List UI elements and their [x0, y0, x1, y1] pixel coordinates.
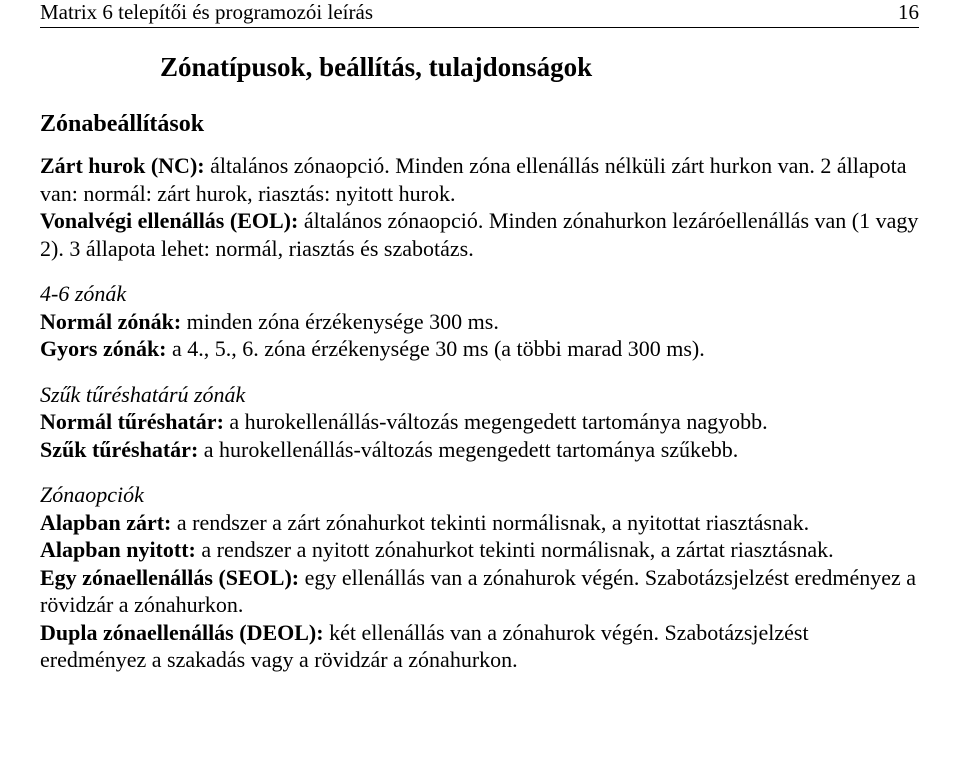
normal-zonak-text: minden zóna érzékenysége 300 ms.	[181, 309, 499, 334]
normal-tureshattar-text: a hurokellenállás-változás megengedett t…	[224, 409, 768, 434]
page: Matrix 6 telepítői és programozói leírás…	[0, 0, 959, 732]
page-header: Matrix 6 telepítői és programozói leírás…	[40, 0, 919, 28]
seol-label: Egy zónaellenállás (SEOL):	[40, 565, 299, 590]
deol-label: Dupla zónaellenállás (DEOL):	[40, 620, 324, 645]
opciok-heading: Zónaopciók	[40, 482, 144, 507]
normal-tureshattar-label: Normál tűréshatár:	[40, 409, 224, 434]
zonak-46-heading: 4-6 zónák	[40, 281, 126, 306]
page-number: 16	[898, 0, 919, 25]
alapban-zart-text: a rendszer a zárt zónahurkot tekinti nor…	[171, 510, 809, 535]
alapban-nyitott-text: a rendszer a nyitott zónahurkot tekinti …	[196, 537, 834, 562]
opciok-para: Zónaopciók Alapban zárt: a rendszer a zá…	[40, 481, 919, 674]
vonalvegi-label: Vonalvégi ellenállás (EOL):	[40, 208, 298, 233]
zonabeallitasok-heading: Zónabeállítások	[40, 111, 919, 138]
alapban-nyitott-label: Alapban nyitott:	[40, 537, 196, 562]
szuk-heading: Szűk tűréshatárú zónák	[40, 382, 245, 407]
alapban-zart-label: Alapban zárt:	[40, 510, 171, 535]
zonak-46-para: 4-6 zónák Normál zónák: minden zóna érzé…	[40, 280, 919, 363]
gyors-zonak-label: Gyors zónák:	[40, 336, 167, 361]
zart-hurok-label: Zárt hurok (NC):	[40, 153, 205, 178]
szuk-tureshattar-label: Szűk tűréshatár:	[40, 437, 198, 462]
zart-hurok-para: Zárt hurok (NC): általános zónaopció. Mi…	[40, 152, 919, 262]
szuk-tureshattar-text: a hurokellenállás-változás megengedett t…	[198, 437, 738, 462]
gyors-zonak-text: a 4., 5., 6. zóna érzékenysége 30 ms (a …	[167, 336, 705, 361]
doc-title: Matrix 6 telepítői és programozói leírás	[40, 0, 373, 25]
section-title: Zónatípusok, beállítás, tulajdonságok	[160, 52, 919, 83]
normal-zonak-label: Normál zónák:	[40, 309, 181, 334]
szuk-para: Szűk tűréshatárú zónák Normál tűréshatár…	[40, 381, 919, 464]
